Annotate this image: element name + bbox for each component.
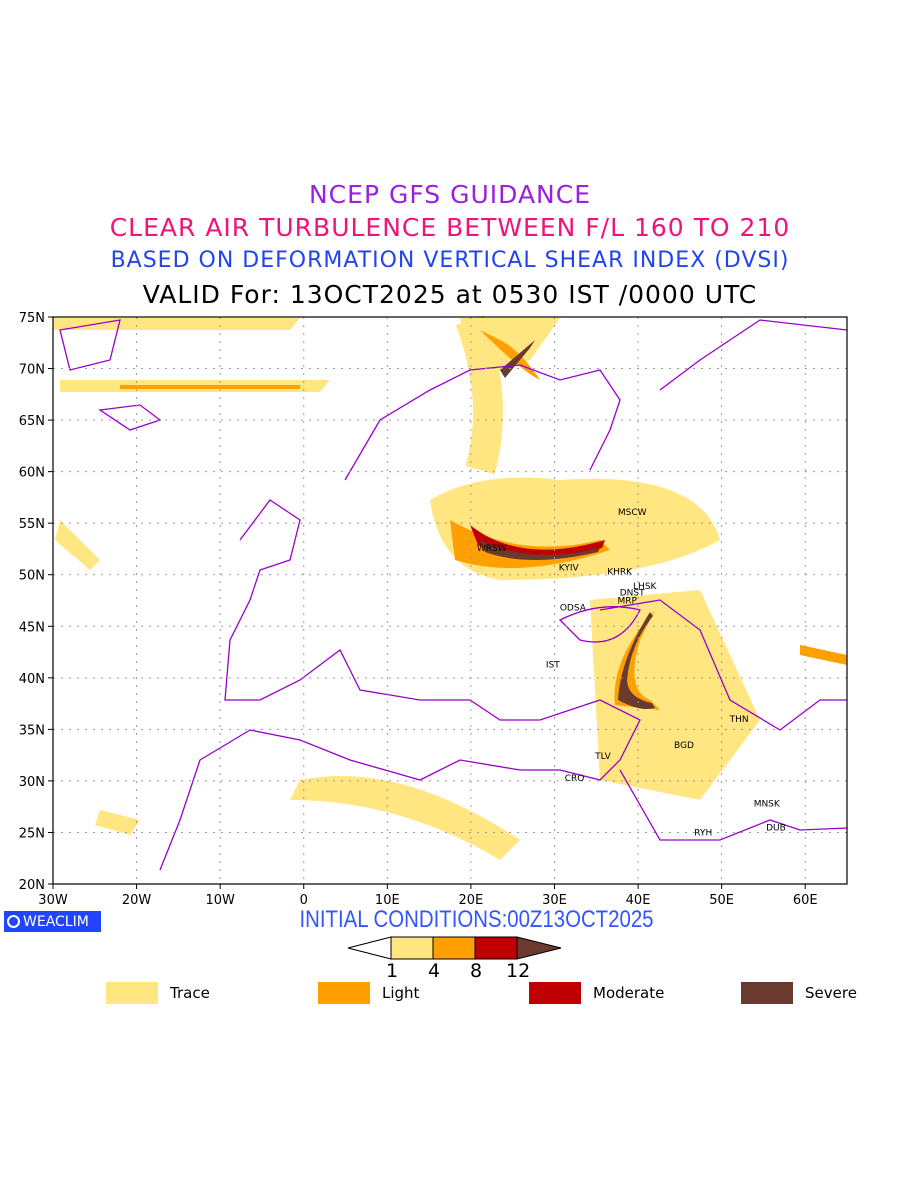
legend-severe: Severe (741, 982, 857, 1004)
legend-label: Trace (170, 984, 210, 1002)
weaclim-logo: WEACLIM (4, 911, 101, 932)
colorbar-tick: 1 (386, 960, 399, 982)
lon-tick-label: 10E (375, 893, 400, 908)
city-label: RYH (694, 828, 712, 838)
lat-tick-label: 40N (19, 672, 45, 687)
lon-tick-label: 40E (626, 893, 651, 908)
grid-lines (53, 317, 847, 884)
colorbar-moderate (474, 936, 518, 960)
city-label: THN (729, 715, 749, 725)
colorbar-light (432, 936, 476, 960)
lat-tick-label: 45N (19, 620, 45, 635)
title-valid-time: VALID For: 13OCT2025 at 0530 IST /0000 U… (142, 280, 758, 309)
city-label: MSCW (618, 508, 647, 518)
copyright-icon (7, 915, 20, 928)
colorbar-severe (516, 936, 562, 960)
lon-tick-label: 60E (793, 893, 818, 908)
city-label: IST (546, 660, 560, 670)
lat-tick-label: 25N (19, 826, 45, 841)
lat-tick-label: 30N (19, 775, 45, 790)
lat-tick-label: 55N (19, 517, 45, 532)
coastlines-borders (59, 319, 848, 871)
lat-tick-label: 75N (19, 311, 45, 326)
lat-tick-label: 20N (19, 878, 45, 893)
city-label: ODSA (560, 604, 587, 614)
lon-tick-label: 30W (38, 893, 68, 908)
lat-tick-label: 50N (19, 569, 45, 584)
colorbar-tick: 4 (428, 960, 441, 982)
colorbar-trace (390, 936, 434, 960)
city-label: DNST (620, 588, 645, 598)
lon-tick-label: 30E (542, 893, 567, 908)
lon-tick-label: 0 (300, 893, 308, 908)
legend-light: Light (318, 982, 419, 1004)
city-label: DUB (766, 823, 786, 833)
city-label: KYIV (559, 564, 580, 574)
legend-moderate: Moderate (529, 982, 664, 1004)
lat-tick-label: 60N (19, 466, 45, 481)
colorbar (347, 936, 562, 960)
turbulence-map: 30W 20W 10W 0 10E 20E 30E 40E 50E 60E 75N 70N 65N 60N… (19, 311, 848, 908)
colorbar-tick: 12 (506, 960, 531, 982)
legend-trace: Trace (106, 982, 210, 1004)
title-product: CLEAR AIR TURBULENCE BETWEEN F/L 160 TO … (109, 213, 791, 242)
city-label: LHSK (633, 582, 657, 592)
city-label: BGD (674, 741, 694, 751)
lon-tick-label: 20W (122, 893, 152, 908)
lat-tick-label: 70N (19, 363, 45, 378)
colorbar-tick: 8 (470, 960, 483, 982)
colorbar-below-1 (347, 936, 392, 960)
lat-tick-label: 65N (19, 414, 45, 429)
logo-text: WEACLIM (23, 913, 89, 930)
legend-label: Moderate (593, 984, 665, 1002)
lon-tick-label: 10W (205, 893, 235, 908)
legend-label: Severe (805, 984, 857, 1002)
title-method: BASED ON DEFORMATION VERTICAL SHEAR INDE… (110, 248, 790, 273)
city-label: CRO (565, 774, 585, 784)
lon-tick-label: 20E (459, 893, 484, 908)
map-frame (52, 316, 848, 885)
city-label: MNSK (754, 800, 781, 810)
title-model: NCEP GFS GUIDANCE (308, 180, 591, 209)
city-label: WRSW (477, 544, 507, 554)
city-label: MRP (617, 597, 637, 607)
lat-tick-label: 35N (19, 723, 45, 738)
city-label: TLV (594, 752, 612, 762)
initial-conditions: INITIAL CONDITIONS:00Z13OCT2025 (299, 906, 654, 933)
lon-tick-label: 50E (709, 893, 734, 908)
city-label: KHRK (607, 568, 633, 578)
legend-label: Light (382, 984, 420, 1002)
turbulence-fields (53, 314, 847, 860)
